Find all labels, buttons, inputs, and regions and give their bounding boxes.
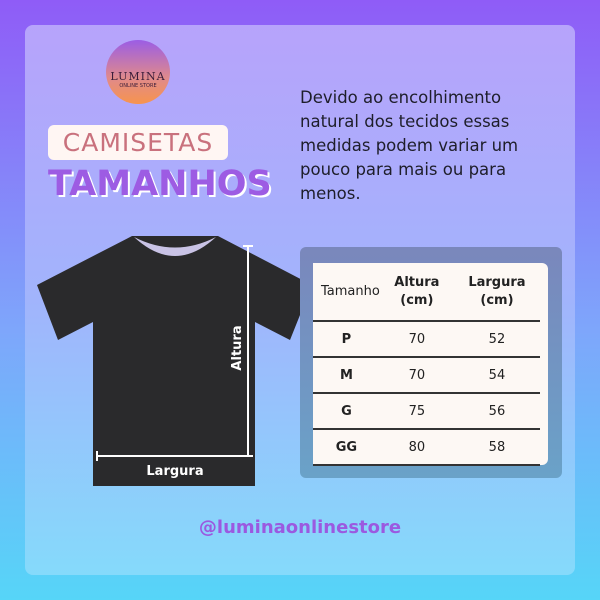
height-cell: 70: [379, 357, 454, 394]
height-cell: 70: [379, 321, 454, 358]
col-height: Altura (cm): [379, 263, 454, 322]
size-table-panel: Tamanho Altura (cm) Largura (cm) P 70 52 M…: [300, 247, 562, 478]
size-cell: G: [313, 393, 380, 430]
width-measure-line: [96, 451, 248, 461]
logo-subtext: ONLINE STORE: [119, 82, 157, 89]
table-row: P 70 52: [313, 321, 540, 358]
social-handle: @luminaonlinestore: [198, 517, 402, 538]
page-title: TAMANHOS: [48, 164, 272, 204]
size-cell: GG: [313, 429, 380, 466]
height-cell: 80: [379, 429, 454, 466]
size-cell: M: [313, 357, 380, 394]
tshirt-shape: [37, 236, 312, 486]
size-table: Tamanho Altura (cm) Largura (cm) P 70 52 M…: [313, 263, 540, 466]
col-width: Largura (cm): [453, 263, 540, 322]
shrink-note: Devido ao encolhimento natural dos tecid…: [300, 88, 519, 203]
category-label: CAMISETAS: [48, 125, 228, 160]
table-row: M 70 54: [313, 357, 540, 394]
width-cell: 52: [453, 321, 540, 358]
brand-logo: LUMINA ONLINE STORE: [106, 40, 170, 104]
height-label: Altura: [230, 325, 245, 370]
table-row: GG 80 58: [313, 429, 540, 466]
tshirt-collar: [134, 237, 216, 256]
col-size: Tamanho: [313, 263, 380, 322]
height-cell: 75: [379, 393, 454, 430]
width-cell: 58: [453, 429, 540, 466]
table-row: G 75 56: [313, 393, 540, 430]
size-cell: P: [313, 321, 380, 358]
table-header-row: Tamanho Altura (cm) Largura (cm): [313, 263, 540, 322]
width-label: Largura: [146, 464, 203, 479]
width-cell: 54: [453, 357, 540, 394]
width-cell: 56: [453, 393, 540, 430]
logo-text: LUMINA: [110, 69, 166, 83]
